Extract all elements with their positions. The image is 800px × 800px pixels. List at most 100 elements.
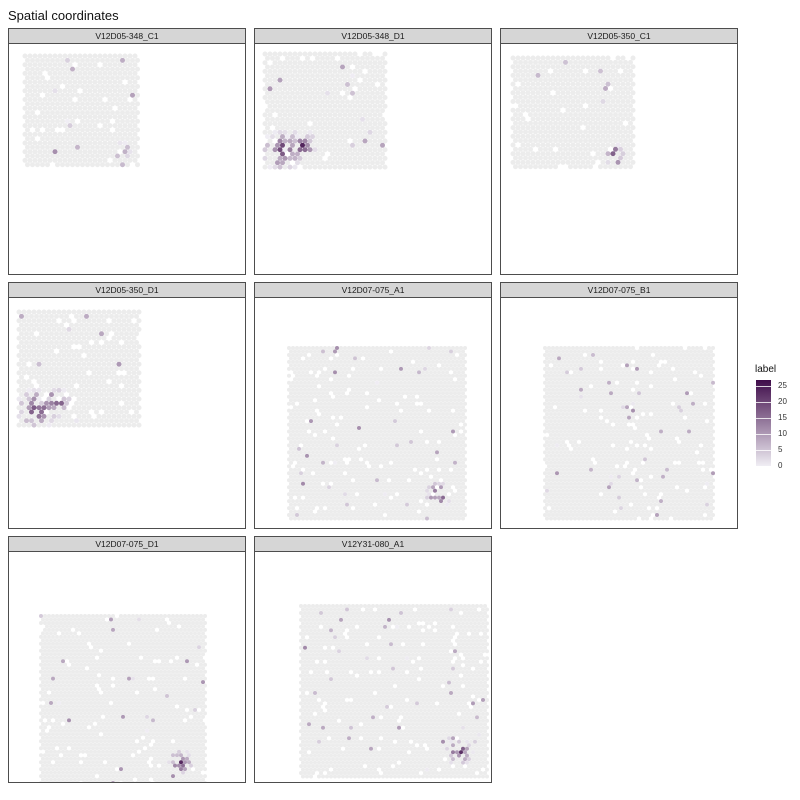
spot [559, 380, 563, 385]
spot [705, 377, 709, 382]
spot [372, 147, 378, 153]
spot [373, 398, 377, 403]
spot [382, 164, 388, 170]
spot [353, 419, 357, 424]
spot [289, 460, 293, 465]
spot [421, 412, 425, 417]
spot [433, 502, 437, 507]
spot [528, 94, 533, 100]
spot [47, 123, 53, 129]
spot [625, 159, 631, 165]
spot [433, 495, 437, 500]
spot [16, 318, 22, 324]
spot [129, 418, 134, 424]
spot [603, 138, 608, 144]
spot [71, 370, 77, 376]
spot [327, 464, 331, 469]
spot [609, 356, 613, 361]
spot [603, 120, 608, 126]
spot [569, 377, 573, 382]
spot [39, 374, 44, 380]
spot [447, 471, 451, 476]
spot [355, 478, 359, 483]
spot [126, 361, 132, 367]
spot [421, 453, 425, 458]
spot [373, 391, 377, 396]
spot [457, 453, 461, 458]
spot [421, 398, 425, 403]
spot [31, 361, 37, 367]
spot [353, 391, 357, 396]
spot [370, 142, 375, 148]
spot [627, 373, 631, 378]
spot [134, 322, 139, 328]
spot [111, 309, 117, 315]
spot [685, 370, 689, 375]
spot [643, 373, 647, 378]
spot [603, 103, 608, 109]
spot [399, 366, 403, 371]
spot [427, 373, 431, 378]
spot [435, 422, 439, 427]
spot [431, 387, 435, 392]
spot [447, 422, 451, 427]
spot [25, 162, 30, 168]
spot [90, 110, 95, 116]
spot [441, 363, 445, 368]
spot [363, 513, 367, 517]
spot [297, 419, 301, 424]
spot [555, 55, 561, 61]
spot [389, 419, 393, 424]
spot [593, 356, 597, 361]
spot [433, 363, 437, 368]
spot [455, 513, 459, 517]
spot [50, 57, 55, 63]
spot [305, 125, 310, 131]
spot [345, 474, 349, 479]
spot [417, 426, 421, 430]
spot [65, 118, 70, 124]
spot [373, 405, 377, 410]
spot [530, 151, 536, 157]
spot [97, 114, 103, 120]
spot [29, 340, 34, 345]
spot [287, 457, 291, 462]
spot [367, 422, 371, 427]
spot [623, 155, 628, 161]
spot [49, 322, 54, 328]
spot [391, 436, 395, 441]
spot [520, 90, 526, 96]
spot [697, 349, 701, 354]
spot [427, 506, 431, 511]
spot [379, 499, 383, 504]
spot [59, 383, 64, 389]
spot [361, 509, 365, 514]
spot [295, 436, 299, 441]
spot [435, 373, 439, 378]
spot [350, 116, 355, 122]
spot [439, 457, 443, 462]
spot [291, 450, 295, 455]
spot [590, 125, 596, 131]
spot [317, 405, 321, 410]
spot [538, 112, 543, 118]
spot [357, 147, 363, 153]
spot [115, 57, 120, 63]
spot [80, 101, 85, 107]
spot [80, 75, 85, 81]
spot [333, 495, 337, 500]
spot [365, 99, 370, 105]
spot [56, 405, 62, 411]
spot [463, 429, 467, 434]
spot [67, 79, 73, 85]
spot [371, 353, 375, 357]
spot [317, 440, 321, 444]
spot [419, 359, 423, 364]
spot [59, 366, 64, 372]
spot [365, 125, 370, 131]
spot [365, 398, 369, 403]
spot [630, 81, 636, 87]
spot [122, 131, 128, 137]
spot [383, 499, 387, 504]
spot [27, 140, 33, 146]
